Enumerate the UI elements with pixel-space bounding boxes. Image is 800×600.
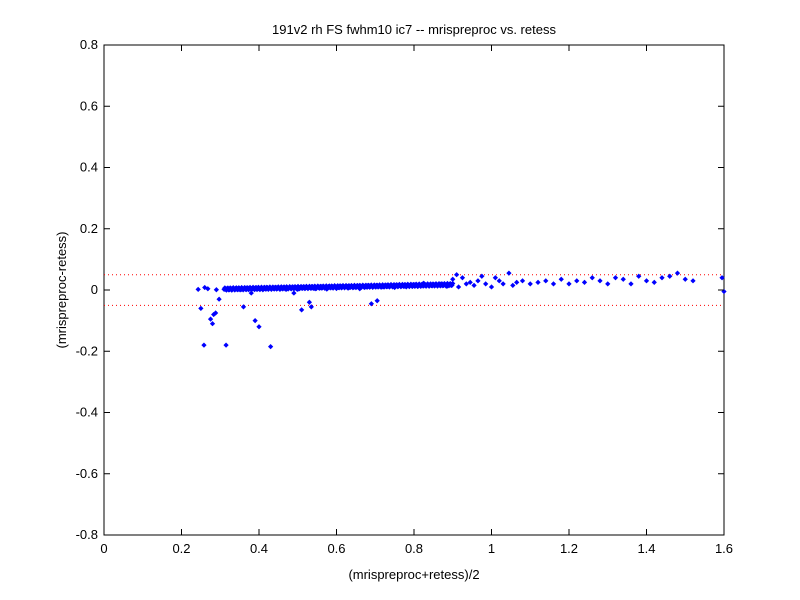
data-point	[212, 310, 219, 316]
data-point	[659, 275, 665, 281]
y-axis-label: (mrispreproc-retess)	[54, 231, 69, 348]
y-tick-label: -0.8	[76, 527, 98, 542]
x-axis: 0 0.2 0.4 0.6 0.8 1 1.2 1.4 1.6	[100, 45, 733, 556]
x-tick-label: 0	[100, 541, 107, 556]
data-point	[620, 276, 626, 282]
reference-lines	[104, 274, 724, 306]
data-point	[202, 284, 208, 291]
data-point	[496, 278, 502, 284]
x-tick-label: 1.6	[715, 541, 733, 556]
data-point	[467, 279, 473, 285]
data-point	[682, 276, 688, 282]
data-point	[550, 281, 557, 287]
y-tick-label: 0.4	[80, 160, 98, 175]
data-point	[535, 279, 541, 285]
data-point	[209, 321, 216, 327]
data-point	[636, 273, 642, 279]
data-point	[455, 284, 462, 290]
y-tick-label: 0.2	[80, 221, 98, 236]
data-point	[299, 307, 305, 313]
data-point	[291, 290, 297, 296]
data-point	[506, 270, 512, 276]
data-point	[207, 316, 214, 322]
x-tick-label: 0.2	[172, 541, 190, 556]
y-tick-label: 0	[91, 282, 98, 297]
data-point	[574, 278, 580, 284]
data-point	[543, 278, 549, 284]
data-point	[471, 282, 477, 289]
data-point	[459, 275, 466, 281]
data-point	[483, 281, 489, 287]
data-point	[306, 299, 312, 305]
data-point	[612, 275, 619, 281]
x-tick-label: 0.6	[327, 541, 345, 556]
data-point	[628, 281, 634, 287]
data-point	[454, 272, 460, 278]
data-point	[479, 273, 485, 279]
y-tick-label: 0.6	[80, 98, 98, 113]
data-point	[651, 279, 657, 285]
data-point	[566, 281, 572, 287]
data-point	[248, 290, 254, 296]
x-tick-label: 0.4	[250, 541, 268, 556]
data-points	[195, 270, 727, 350]
data-point	[674, 270, 681, 276]
data-point	[589, 275, 595, 281]
x-tick-label: 1.4	[637, 541, 655, 556]
data-point	[213, 287, 219, 293]
x-tick-label: 1.2	[560, 541, 578, 556]
data-point	[510, 282, 516, 289]
data-point	[268, 344, 274, 350]
chart-title: 191v2 rh FS fwhm10 ic7 -- mrispreproc vs…	[272, 22, 556, 37]
data-point	[500, 281, 506, 287]
data-point	[252, 318, 258, 324]
data-point	[475, 278, 481, 284]
data-point-band	[450, 280, 456, 287]
y-tick-label: 0.8	[80, 37, 98, 52]
data-point	[719, 275, 725, 281]
x-tick-label: 1	[488, 541, 495, 556]
y-axis: -0.8 -0.6 -0.4 -0.2 0 0.2 0.4 0.6 0.8	[76, 37, 724, 542]
data-point	[205, 286, 211, 292]
x-tick-label: 0.8	[405, 541, 423, 556]
data-point	[308, 304, 314, 310]
data-point	[223, 342, 229, 348]
data-point	[492, 275, 498, 281]
data-point	[488, 284, 495, 290]
y-tick-label: -0.2	[76, 343, 98, 358]
data-point	[514, 279, 520, 285]
data-point	[240, 304, 247, 310]
data-point	[216, 296, 222, 302]
data-point	[374, 298, 380, 304]
data-point	[519, 278, 526, 284]
y-tick-label: -0.4	[76, 405, 98, 420]
data-point	[597, 278, 603, 284]
data-point	[463, 281, 469, 287]
y-tick-label: -0.6	[76, 466, 98, 481]
data-point	[690, 278, 696, 284]
data-point	[195, 286, 201, 293]
data-point	[256, 324, 262, 330]
data-point	[558, 276, 564, 282]
data-point	[198, 305, 204, 311]
data-point	[527, 281, 533, 287]
data-point	[605, 281, 611, 287]
data-point	[667, 273, 673, 279]
data-point	[721, 288, 727, 295]
data-point	[368, 301, 374, 307]
data-point	[581, 279, 588, 285]
data-point	[643, 278, 650, 284]
x-axis-label: (mrispreproc+retess)/2	[348, 567, 479, 582]
data-point	[201, 342, 207, 348]
